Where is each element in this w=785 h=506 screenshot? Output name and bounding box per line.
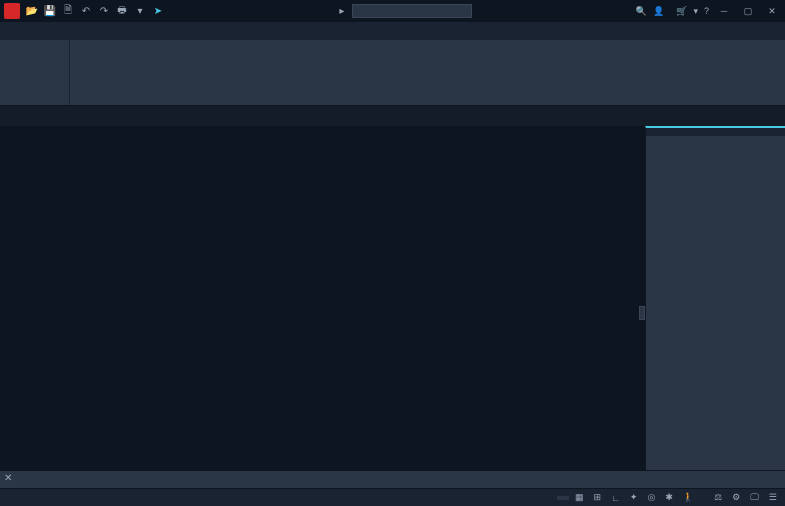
title-separator: ▸: [339, 6, 344, 17]
search-icon[interactable]: 🔍: [636, 6, 647, 17]
command-prompt-icon: [22, 473, 36, 487]
qat-plot-icon[interactable]: 🖶: [114, 3, 130, 19]
statusbar: ▦ ⊞ ∟ ✦ ◎ ✱ 🚶 ⚖ ⚙ 🖵 ☰: [0, 488, 785, 506]
title-center: ▸: [172, 4, 632, 18]
scale-label[interactable]: [700, 496, 708, 500]
apps-icon[interactable]: ▾: [693, 6, 698, 17]
traces-panel: [645, 126, 785, 470]
ribbon: [0, 40, 785, 106]
help-icon[interactable]: ?: [704, 6, 709, 16]
app-icon: [4, 3, 20, 19]
qat-redo-icon[interactable]: ↷: [96, 3, 112, 19]
polar-icon[interactable]: ✦: [626, 490, 642, 505]
share-icon[interactable]: ➤: [150, 3, 166, 19]
user-icon[interactable]: 👤: [653, 6, 664, 17]
command-close-icon[interactable]: ✕: [4, 473, 18, 487]
osnap-icon[interactable]: ◎: [643, 490, 659, 505]
qat-save-icon[interactable]: 💾: [42, 3, 58, 19]
minimize-button[interactable]: ─: [715, 3, 733, 19]
compass-icon[interactable]: ✱: [661, 490, 677, 505]
model-space-button[interactable]: [557, 496, 569, 500]
statusbar-right: ▦ ⊞ ∟ ✦ ◎ ✱ 🚶 ⚖ ⚙ 🖵 ☰: [557, 490, 785, 505]
menubar: [0, 22, 785, 40]
qat-open-icon[interactable]: 📂: [24, 3, 40, 19]
title-right: 🔍 👤 🛒 ▾ ? ─ ▢ ✕: [636, 3, 781, 19]
qat-saveas-icon[interactable]: 🗎: [60, 3, 76, 19]
ribbon-left-column: [0, 40, 70, 105]
command-line[interactable]: ✕: [0, 470, 785, 488]
search-input[interactable]: [352, 4, 472, 18]
cart-icon[interactable]: 🛒: [676, 6, 687, 17]
gear-icon[interactable]: ⚙: [728, 490, 744, 505]
customize-icon[interactable]: ☰: [765, 490, 781, 505]
close-button[interactable]: ✕: [763, 3, 781, 19]
qat-undo-icon[interactable]: ↶: [78, 3, 94, 19]
annotation-icon[interactable]: ⚖: [710, 490, 726, 505]
maximize-button[interactable]: ▢: [739, 3, 757, 19]
qat-dropdown-icon[interactable]: ▾: [132, 3, 148, 19]
quick-access-toolbar: 📂 💾 🗎 ↶ ↷ 🖶 ▾ ➤: [24, 3, 168, 19]
document-tabs: [0, 106, 785, 126]
floor-plan-drawing: [0, 140, 620, 470]
traces-panel-title: [646, 128, 785, 136]
drawing-canvas[interactable]: [0, 126, 785, 470]
ortho-icon[interactable]: ∟: [607, 491, 624, 505]
snap-icon[interactable]: ⊞: [590, 490, 606, 505]
grid-icon[interactable]: ▦: [571, 490, 588, 505]
person-icon[interactable]: 🚶: [679, 490, 698, 505]
monitor-icon[interactable]: 🖵: [746, 490, 763, 505]
titlebar: 📂 💾 🗎 ↶ ↷ 🖶 ▾ ➤ ▸ 🔍 👤 🛒 ▾ ? ─ ▢ ✕: [0, 0, 785, 22]
